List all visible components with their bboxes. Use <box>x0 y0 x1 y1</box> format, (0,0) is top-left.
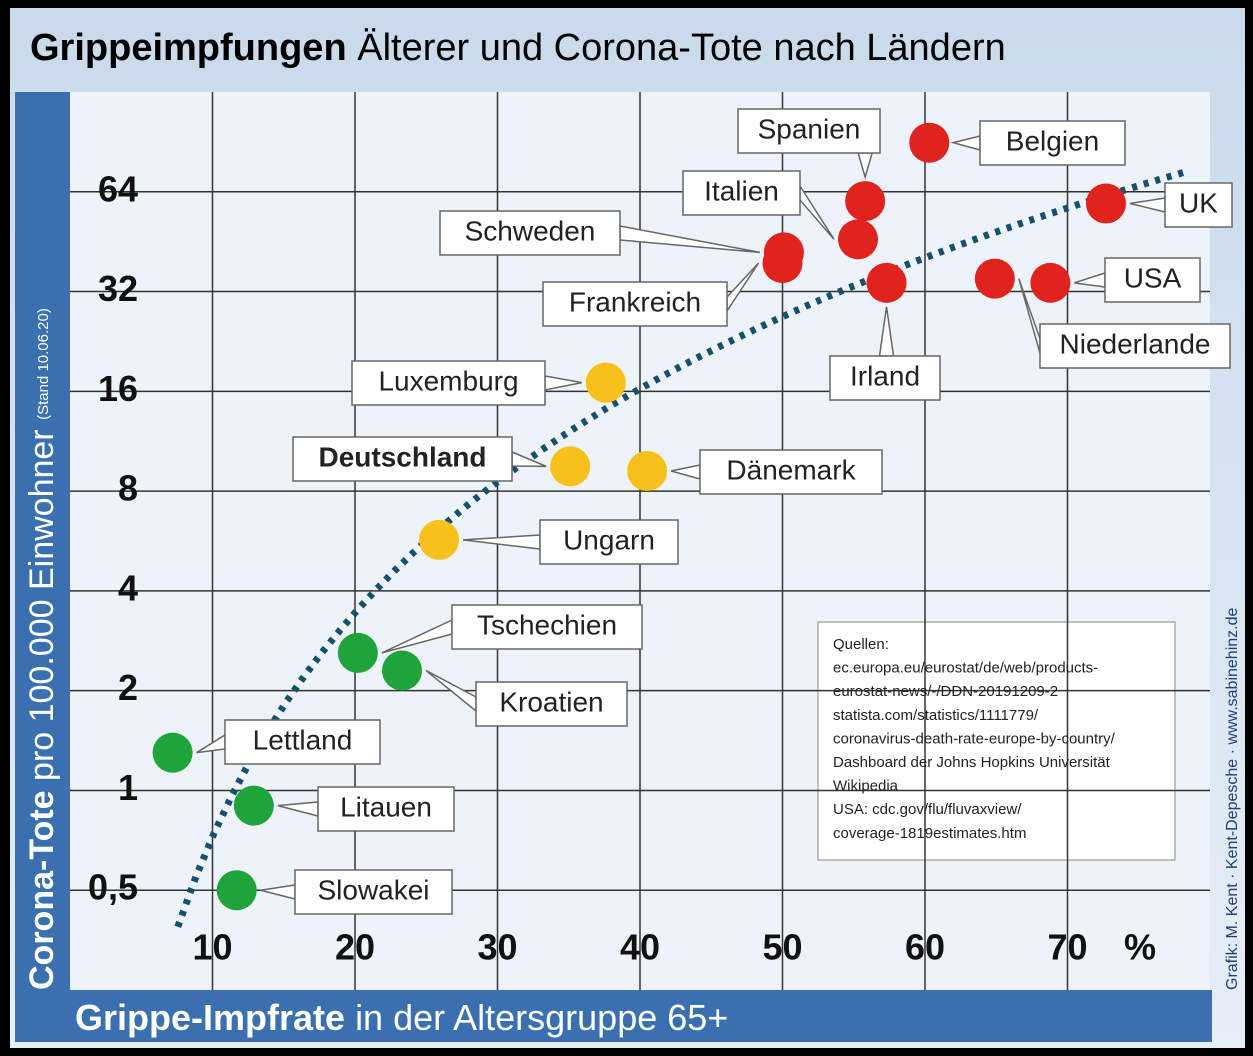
point-label: Italien <box>704 175 779 206</box>
point-label: Schweden <box>465 215 596 246</box>
y-label-date: (Stand 10.06.20) <box>35 308 52 420</box>
label-box <box>1039 323 1231 369</box>
x-band <box>15 990 1212 1042</box>
label-box <box>475 681 628 727</box>
y-tick-label: 8 <box>118 468 138 509</box>
label-box <box>351 360 546 406</box>
point <box>419 519 460 560</box>
point-label: Belgien <box>1006 125 1099 156</box>
x-tick-label: 50 <box>762 927 802 968</box>
label-box <box>682 170 801 216</box>
point <box>838 219 879 260</box>
label-box <box>979 120 1126 166</box>
label-box <box>439 210 621 256</box>
point-label: USA <box>1124 262 1182 293</box>
x-unit: % <box>1124 927 1156 968</box>
label-box <box>737 108 881 154</box>
y-tick-label: 2 <box>118 667 138 708</box>
point-label: Ungarn <box>563 524 655 555</box>
y-tick-label: 4 <box>118 567 138 608</box>
point-label: Tschechien <box>477 609 617 640</box>
point <box>216 870 257 911</box>
label-box <box>1104 257 1201 303</box>
x-axis-label: Grippe-Impfrate in der Altersgruppe 65+ <box>75 997 728 1038</box>
x-tick-label: 20 <box>335 927 375 968</box>
point <box>762 243 803 284</box>
chart-title: Grippeimpfungen Älterer und Corona-Tote … <box>30 27 1006 69</box>
sources-box <box>817 621 1176 861</box>
source-line: coronavirus-death-rate-europe-by-country… <box>833 730 1116 747</box>
label-box <box>224 719 381 765</box>
point <box>550 446 591 487</box>
label-box <box>539 519 679 565</box>
point <box>974 258 1015 299</box>
point <box>382 650 423 691</box>
y-tick-label: 64 <box>98 168 138 209</box>
label-box <box>317 786 455 832</box>
trend-line <box>174 167 1190 928</box>
x-label-rest: in der Altersgruppe 65+ <box>355 997 728 1038</box>
label-box <box>829 355 941 401</box>
point-label: Luxemburg <box>378 365 518 396</box>
label-box <box>1164 182 1233 228</box>
source-line: eurostat-news/-/DDN-20191209-2 <box>833 683 1058 700</box>
source-line: USA: cdc.gov/flu/fluvaxview/ <box>833 801 1022 818</box>
y-band <box>15 92 70 990</box>
y-tick-label: 32 <box>98 268 138 309</box>
point-label: Niederlande <box>1060 328 1211 359</box>
credit: Grafik: M. Kent · Kent-Depesche · www.sa… <box>1224 608 1241 990</box>
x-tick-label: 30 <box>477 927 517 968</box>
point-label: Lettland <box>253 724 353 755</box>
source-line: Quellen: <box>833 636 889 653</box>
y-label-rest: pro 100.000 Einwohner <box>23 429 61 781</box>
label-box <box>294 869 453 915</box>
x-tick-label: 10 <box>192 927 232 968</box>
point <box>909 122 950 163</box>
label-box <box>542 281 728 327</box>
source-line: coverage-1819estimates.htm <box>833 825 1026 842</box>
point <box>585 362 626 403</box>
source-line: Dashboard der Johns Hopkins Universität <box>833 754 1111 771</box>
point <box>866 262 907 303</box>
point <box>845 181 886 222</box>
y-tick-label: 1 <box>118 767 138 808</box>
x-tick-label: 70 <box>1047 927 1087 968</box>
point-label: UK <box>1179 187 1218 218</box>
title-bold: Grippeimpfungen <box>30 27 347 69</box>
y-label-bold: Corona-Tote <box>23 790 61 990</box>
x-label-bold: Grippe-Impfrate <box>75 997 345 1038</box>
point-label: Spanien <box>758 113 861 144</box>
label-box <box>699 449 883 495</box>
label-box <box>292 436 513 482</box>
x-tick-label: 60 <box>905 927 945 968</box>
point <box>627 450 668 491</box>
point-label: Deutschland <box>318 441 486 472</box>
label-box <box>451 604 643 650</box>
point <box>1030 262 1071 303</box>
point <box>233 785 274 826</box>
source-line: statista.com/statistics/1111779/ <box>833 707 1039 724</box>
point-label: Irland <box>850 360 920 391</box>
point-label: Slowakei <box>317 874 429 905</box>
y-tick-label: 16 <box>98 368 138 409</box>
source-line: ec.europa.eu/eurostat/de/web/products- <box>833 660 1098 677</box>
point-label: Kroatien <box>499 686 603 717</box>
point-label: Frankreich <box>569 286 701 317</box>
title-rest: Älterer und Corona-Tote nach Ländern <box>357 27 1006 69</box>
point <box>152 732 193 773</box>
point <box>337 632 378 673</box>
point <box>1085 183 1126 224</box>
y-axis-label: Corona-Tote pro 100.000 Einwohner (Stand… <box>23 308 61 990</box>
point-label: Litauen <box>340 791 432 822</box>
point-label: Dänemark <box>726 454 856 485</box>
x-tick-label: 40 <box>620 927 660 968</box>
y-tick-label: 0,5 <box>88 867 138 908</box>
source-line: Wikipedia <box>833 778 899 795</box>
